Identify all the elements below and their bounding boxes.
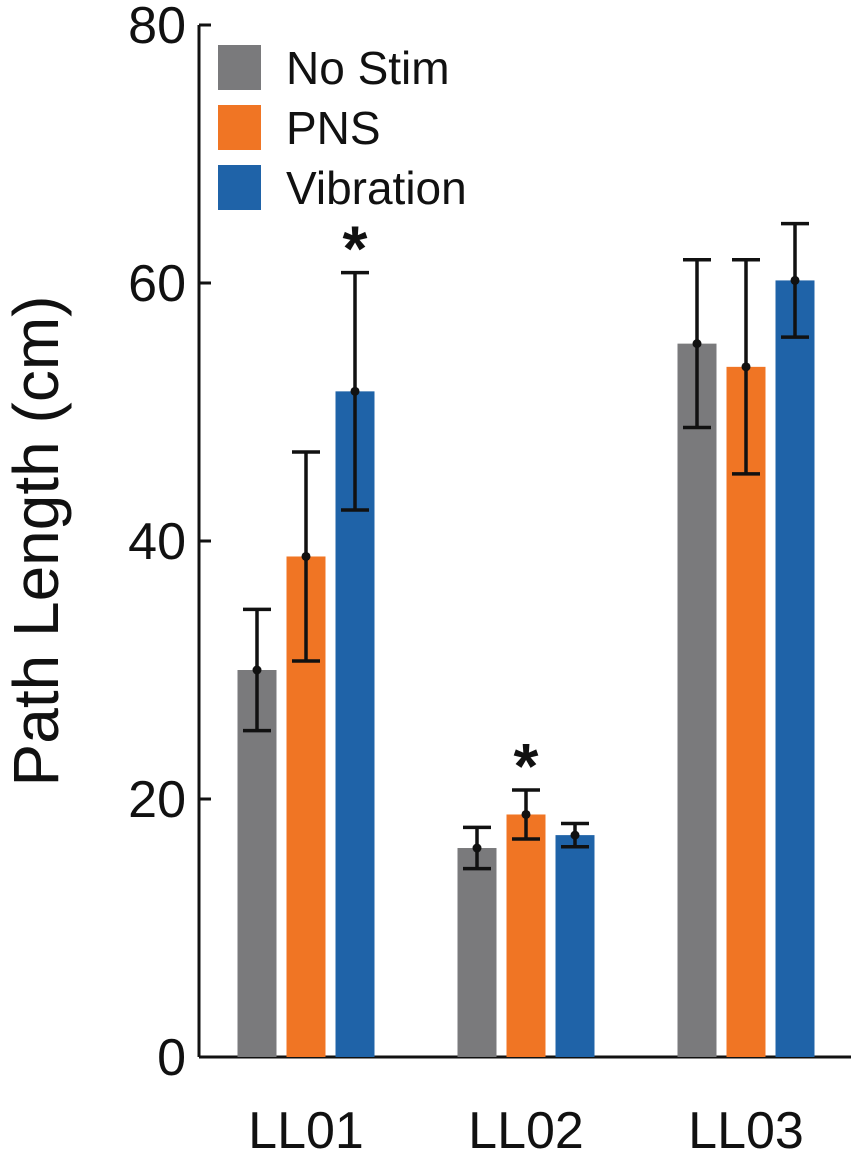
y-tick-label: 40 — [128, 513, 186, 571]
bar-ll03-no-stim — [677, 343, 717, 1057]
y-tick-label: 0 — [157, 1029, 186, 1087]
mean-point — [521, 809, 531, 819]
bar-ll03-pns — [726, 366, 766, 1058]
legend-label: Vibration — [286, 162, 467, 214]
mean-point — [472, 843, 482, 853]
bar-ll01-no-stim — [237, 670, 277, 1057]
mean-point — [741, 362, 751, 372]
y-tick-label: 80 — [128, 0, 186, 55]
x-tick-label-ll03: LL03 — [688, 1102, 804, 1153]
significance-marker: * — [343, 213, 368, 285]
mean-point — [301, 551, 311, 561]
mean-point — [252, 665, 262, 675]
legend-label: No Stim — [286, 42, 450, 94]
y-tick-label: 60 — [128, 255, 186, 313]
legend: No Stim PNS Vibration — [218, 42, 467, 214]
x-tick-label-ll02: LL02 — [468, 1102, 584, 1153]
bar-ll02-no-stim — [457, 848, 497, 1057]
legend-swatch — [218, 105, 261, 150]
y-axis-title: Path Length (cm) — [0, 296, 72, 787]
significance-marker: * — [514, 730, 539, 802]
x-tick-labels: LL01 LL02 LL03 — [248, 1102, 804, 1153]
mean-point — [790, 275, 800, 285]
legend-swatch — [218, 165, 261, 210]
legend-swatch — [218, 45, 261, 90]
mean-point — [692, 339, 702, 349]
bar-ll03-vibration — [775, 280, 815, 1057]
x-tick-label-ll01: LL01 — [248, 1102, 364, 1153]
mean-point — [570, 830, 580, 840]
legend-label: PNS — [286, 102, 381, 154]
bars: ** — [237, 213, 815, 1058]
bar-ll02-pns — [506, 814, 546, 1057]
y-axis-title-group: Path Length (cm) — [0, 296, 72, 787]
mean-point — [350, 386, 360, 396]
y-tick-label: 20 — [128, 771, 186, 829]
bar-ll02-vibration — [555, 835, 595, 1057]
axes: 0 20 40 60 80 — [128, 0, 851, 1087]
